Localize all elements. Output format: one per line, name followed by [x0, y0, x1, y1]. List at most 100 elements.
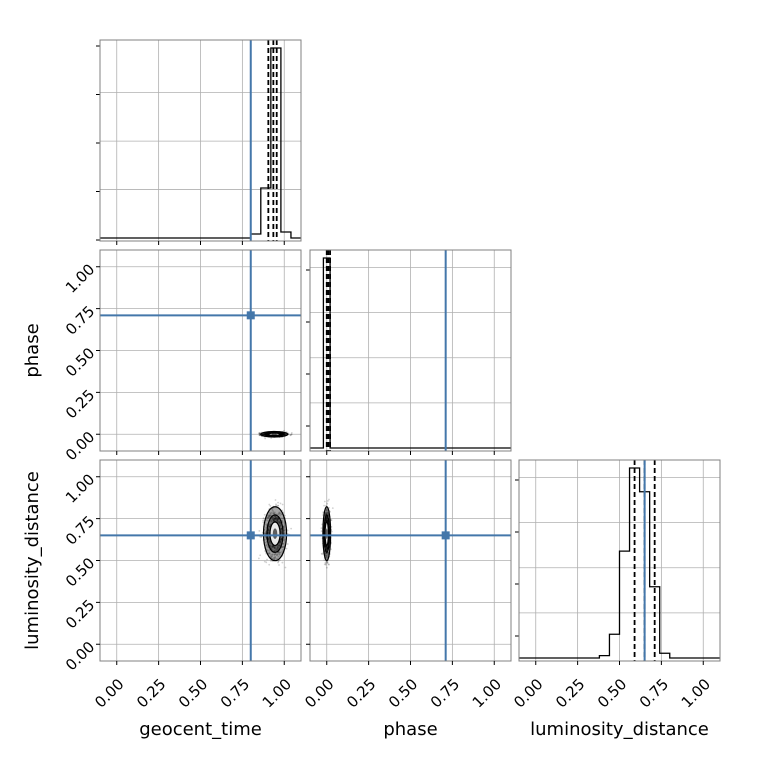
sample-point	[276, 519, 279, 522]
sample-point	[264, 531, 267, 534]
sample-point	[280, 513, 283, 516]
sample-point	[328, 498, 330, 501]
sample-point	[266, 433, 268, 436]
sample-point	[266, 519, 269, 522]
sample-point	[270, 555, 273, 558]
sample-point	[325, 518, 328, 521]
sample-point	[278, 543, 281, 546]
sample-point	[276, 519, 279, 522]
sample-point	[267, 546, 269, 549]
sample-point	[262, 433, 265, 436]
sample-point	[267, 528, 270, 531]
sample-point	[281, 503, 284, 506]
sample-point	[270, 560, 272, 562]
sample-point	[267, 532, 270, 534]
hist-panel-geocent_time	[96, 39, 302, 245]
sample-point	[326, 548, 328, 551]
sample-point	[279, 540, 282, 543]
sample-point	[277, 504, 279, 507]
x-tick-label: 1.00	[678, 675, 714, 711]
sample-point	[272, 518, 275, 521]
sample-point	[282, 517, 284, 520]
sample-point	[276, 553, 279, 556]
sample-point	[274, 515, 276, 518]
sample-point	[276, 513, 279, 516]
sample-point	[331, 507, 334, 510]
sample-point	[277, 546, 280, 549]
sample-point	[278, 511, 281, 514]
sample-point	[274, 517, 277, 519]
sample-point	[278, 544, 280, 547]
sample-point	[324, 562, 327, 565]
sample-point	[275, 504, 278, 507]
sample-point	[324, 552, 327, 555]
sample-point	[274, 515, 277, 518]
sample-point	[276, 547, 279, 550]
sample-point	[320, 530, 323, 533]
sample-point	[270, 512, 272, 515]
sample-point	[278, 521, 281, 524]
sample-point	[267, 527, 270, 530]
sample-point	[277, 513, 280, 515]
y-tick-label: 0.75	[62, 512, 98, 548]
sample-point	[268, 515, 271, 517]
sample-point	[280, 535, 283, 538]
sample-point	[279, 524, 282, 527]
sample-point	[273, 517, 276, 520]
sample-point	[280, 531, 283, 534]
sample-point	[264, 541, 267, 544]
sample-point	[280, 433, 283, 436]
sample-point	[274, 516, 277, 519]
x-tick-label: 0.00	[301, 675, 337, 711]
sample-point	[272, 545, 274, 548]
sample-point	[279, 540, 282, 542]
sample-point	[325, 519, 328, 522]
sample-point	[276, 547, 278, 550]
sample-point	[271, 517, 274, 520]
sample-point	[280, 538, 283, 541]
sample-point	[265, 544, 268, 547]
sample-point	[327, 500, 329, 502]
sample-point	[267, 530, 270, 533]
sample-point	[280, 530, 282, 532]
sample-point	[280, 530, 283, 533]
sample-point	[265, 433, 268, 436]
y-tick-label: 0.00	[62, 638, 98, 674]
sample-point	[323, 563, 326, 566]
scatter-panel-geocent_time-vs-luminosity_distance: 0.00 0.25 0.50 0.75 1.000.000.250.500.751.00	[62, 459, 302, 711]
sample-point	[268, 536, 270, 539]
sample-point	[273, 518, 276, 520]
sample-point	[273, 556, 276, 559]
sample-point	[327, 563, 330, 566]
x-tick-label: 0.25	[343, 675, 379, 711]
sample-point	[280, 538, 282, 541]
sample-point	[277, 546, 280, 549]
sample-point	[272, 516, 275, 519]
sample-point	[258, 433, 261, 436]
sample-point	[276, 519, 278, 522]
sample-point	[277, 521, 280, 524]
x-tick-label: 1.00	[469, 675, 505, 711]
sample-point	[320, 527, 323, 530]
sample-point	[326, 548, 329, 550]
sample-point	[268, 549, 271, 552]
sample-point	[273, 553, 276, 556]
sample-point	[266, 433, 269, 435]
sample-point	[326, 547, 329, 549]
sample-point	[266, 433, 268, 436]
sample-point	[269, 556, 272, 558]
sample-point	[278, 521, 281, 523]
sample-point	[274, 549, 276, 552]
sample-point	[276, 517, 279, 520]
sample-point	[265, 561, 268, 564]
x-tick-label: 0.50	[385, 675, 421, 711]
x-tick-label: 0.50	[594, 675, 630, 711]
sample-point	[324, 561, 327, 564]
sample-point	[330, 519, 333, 521]
sample-point	[276, 520, 279, 523]
sample-point	[258, 529, 261, 532]
sample-point	[273, 547, 276, 550]
sample-point	[268, 541, 271, 544]
sample-point	[325, 566, 328, 569]
sample-point	[325, 546, 328, 549]
